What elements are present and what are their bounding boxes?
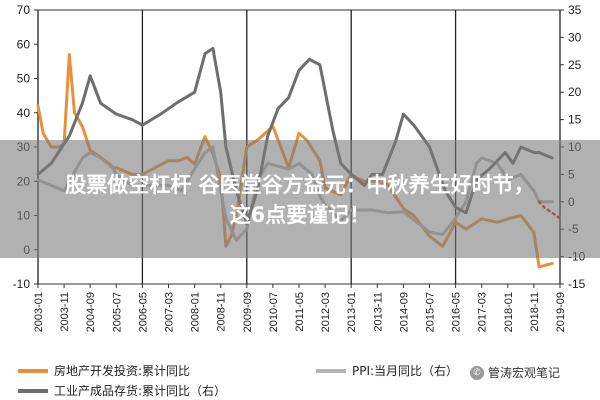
tick-label-left: 50 <box>17 72 31 86</box>
legend-swatch-ppi <box>316 368 346 373</box>
tick-label-x: 2003-01 <box>33 292 45 332</box>
tick-label-x: 2013-11 <box>372 292 384 332</box>
tick-label-right: 25 <box>568 58 582 72</box>
tick-label-x: 2019-09 <box>555 292 567 332</box>
tick-label-x: 2005-07 <box>111 292 123 332</box>
tick-label-x: 2010-07 <box>268 292 280 332</box>
watermark: ✆ 管涛宏观笔记 <box>470 364 560 381</box>
tick-label-left: 60 <box>17 37 31 51</box>
tick-label-right: 15 <box>568 113 582 127</box>
legend-item-ppi: PPI:当月同比（右） <box>316 362 458 379</box>
legend-item-real-estate: 房地产开发投资:累计同比 <box>18 362 190 379</box>
tick-label-x: 2004-09 <box>85 292 97 332</box>
watermark-text: 管涛宏观笔记 <box>488 366 561 380</box>
tick-label-x: 2018-01 <box>503 292 515 332</box>
tick-label-x: 2006-05 <box>137 292 149 332</box>
tick-label-x: 2008-11 <box>216 292 228 332</box>
tick-label-x: 2009-09 <box>242 292 254 332</box>
tick-label-x: 2018-11 <box>529 292 541 332</box>
legend-label-real-estate: 房地产开发投资:累计同比 <box>54 364 191 378</box>
overlay-banner <box>0 140 600 258</box>
tick-label-right: -15 <box>568 277 586 291</box>
chart-legend: 房地产开发投资:累计同比 PPI:当月同比（右） 工业产成品存货:累计同比（右） <box>0 356 600 400</box>
tick-label-left: -10 <box>13 277 31 291</box>
wechat-logo-icon: ✆ <box>470 365 484 380</box>
legend-label-inventory: 工业产成品存货:累计同比（右） <box>54 384 227 398</box>
tick-label-x: 2008-01 <box>190 292 202 332</box>
banner-title-line-2: 这6点要谨记！ <box>229 203 371 227</box>
tick-label-x: 2015-07 <box>425 292 437 332</box>
tick-label-x: 2016-05 <box>451 292 463 332</box>
tick-label-left: 70 <box>17 3 31 17</box>
tick-label-x: 2007-03 <box>164 292 176 332</box>
tick-label-x: 2017-03 <box>477 292 489 332</box>
overlay-banner-title[interactable]: 股票做空杠杆 谷医堂谷方益元：中秋养生好时节， 这6点要谨记！ <box>0 170 600 230</box>
legend-item-inventory: 工业产成品存货:累计同比（右） <box>18 382 226 399</box>
tick-label-right: 35 <box>568 3 582 17</box>
tick-label-right: 30 <box>568 30 582 44</box>
tick-label-x: 2003-11 <box>59 292 71 332</box>
legend-swatch-real-estate <box>18 368 48 373</box>
legend-label-ppi: PPI:当月同比（右） <box>352 364 459 378</box>
tick-label-x: 2011-05 <box>294 292 306 332</box>
tick-label-x: 2012-03 <box>320 292 332 332</box>
tick-label-x: 2013-01 <box>346 292 358 332</box>
legend-swatch-inventory <box>18 388 48 393</box>
tick-label-right: 20 <box>568 85 582 99</box>
tick-label-left: 40 <box>17 106 31 120</box>
tick-label-x: 2014-09 <box>398 292 410 332</box>
banner-title-line-1: 股票做空杠杆 谷医堂谷方益元：中秋养生好时节， <box>65 173 535 197</box>
